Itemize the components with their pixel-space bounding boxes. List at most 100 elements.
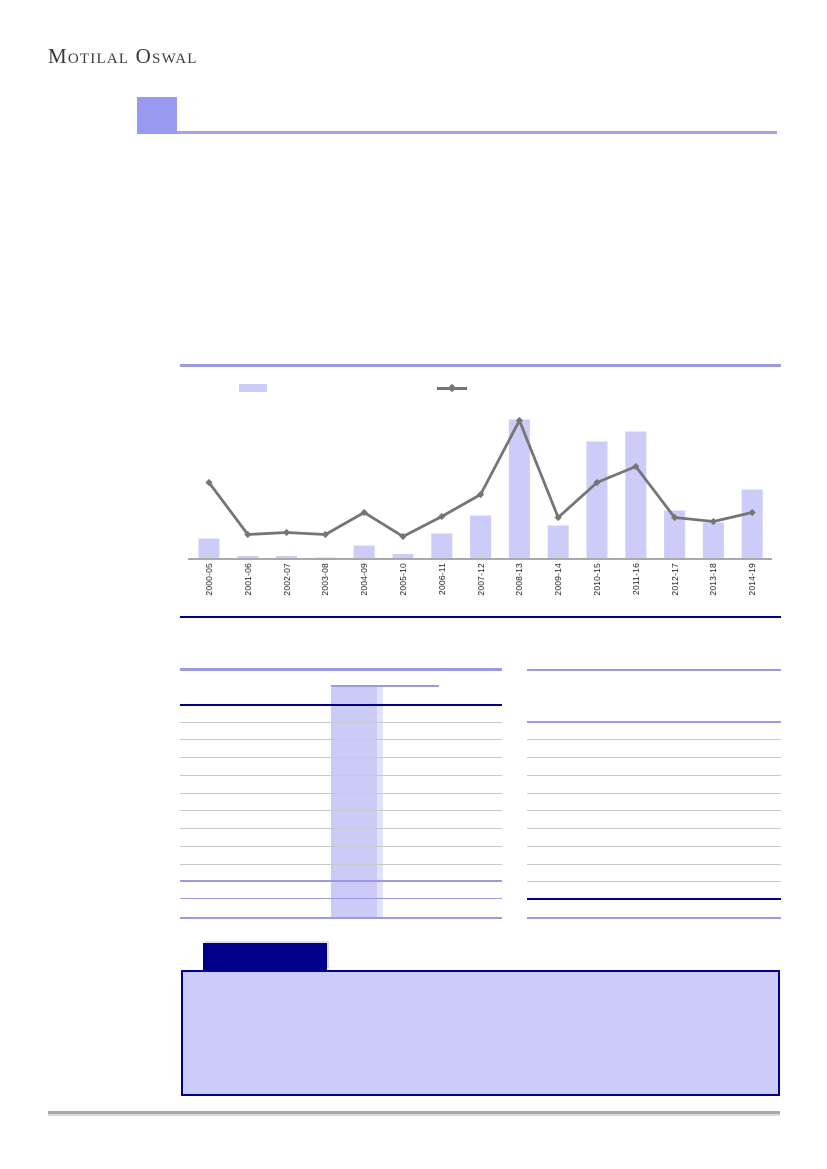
x-axis-label: 2013-18 [705, 563, 721, 615]
legend-bar-swatch [239, 384, 267, 392]
table-right-row-rule [527, 775, 781, 776]
line-marker-icon [554, 513, 562, 522]
x-axis-label: 2009-14 [550, 563, 566, 615]
table-right-row-rule [527, 881, 781, 882]
x-axis-label: 2000-05 [201, 563, 217, 615]
x-axis-label: 2001-06 [240, 563, 256, 615]
bar-2013-18 [702, 522, 724, 559]
bar-2000-05 [198, 538, 220, 559]
line-marker-icon [515, 416, 523, 425]
table-right-bottom-rule [527, 916, 781, 919]
table-right-top-rule [527, 668, 781, 671]
x-axis-label-text: 2012-17 [669, 563, 680, 596]
x-axis-label-text: 2013-18 [708, 563, 719, 596]
table-left-header-rule [180, 704, 502, 706]
bar-2010-15 [586, 441, 608, 559]
x-axis-label-text: 2007-12 [475, 563, 486, 596]
x-axis-label: 2004-09 [356, 563, 372, 615]
x-axis-label-text: 2003-08 [320, 563, 331, 596]
table-right-row-rule [527, 793, 781, 794]
line-marker-icon [283, 528, 291, 537]
line-marker-icon [593, 478, 601, 487]
x-axis-label: 2008-13 [511, 563, 527, 615]
table-right-row-rule [527, 739, 781, 740]
x-axis-label-text: 2009-14 [553, 563, 564, 596]
line-marker-icon [205, 478, 213, 487]
x-axis-label-text: 2011-16 [630, 563, 641, 595]
line-marker-icon [671, 513, 679, 522]
bar-2007-12 [470, 515, 492, 559]
chart-bottom-rule [180, 616, 781, 618]
table-left-row-rule [180, 757, 502, 758]
bar-2002-07 [276, 556, 298, 559]
x-axis-label-text: 2004-09 [359, 563, 370, 596]
table-right-row-rule [527, 810, 781, 811]
bar-2004-09 [353, 545, 375, 559]
x-axis-label: 2014-19 [744, 563, 760, 615]
x-axis-label: 2010-15 [589, 563, 605, 615]
bar-2012-17 [664, 510, 686, 559]
x-axis-label: 2005-10 [395, 563, 411, 615]
table-left-row-rule [180, 775, 502, 776]
table-left-subtotal-rule [180, 880, 502, 882]
x-axis-label-text: 2005-10 [398, 563, 408, 596]
table-left-row-rule [180, 793, 502, 794]
table-right-total-rule [527, 898, 781, 900]
bar-2005-10 [392, 554, 414, 559]
table-left-row-rule [180, 864, 502, 865]
x-axis-label-text: 2000-05 [204, 563, 214, 596]
line-marker-icon [477, 490, 485, 499]
x-axis-label-text: 2010-15 [592, 563, 602, 596]
x-axis-label: 2002-07 [279, 563, 295, 615]
line-marker-icon [399, 532, 407, 541]
bar-2009-14 [547, 525, 569, 559]
x-axis-label: 2007-12 [473, 563, 489, 615]
table-right-row-rule [527, 864, 781, 865]
bar-2011-16 [625, 431, 647, 559]
line-marker-icon [632, 462, 640, 471]
line-marker-icon [709, 517, 717, 526]
table-right-row-rule [527, 846, 781, 847]
line-marker-icon [360, 508, 368, 517]
table-left-bottom-rule [180, 916, 502, 919]
table-left-group-underline [331, 685, 439, 687]
page-footer-rule [48, 1111, 780, 1114]
line-marker-icon [748, 508, 756, 517]
bar-2001-06 [237, 556, 259, 559]
table-right-row-rule [527, 757, 781, 758]
x-axis-label: 2012-17 [667, 563, 683, 615]
bar-2006-11 [431, 533, 453, 559]
table-left-total-rule [180, 898, 502, 900]
table-right-header-rule [527, 721, 781, 723]
x-axis-label-text: 2014-19 [747, 563, 758, 596]
bar-2008-13 [508, 419, 530, 559]
x-axis-label: 2003-08 [317, 563, 333, 615]
x-axis-label-text: 2001-06 [242, 563, 253, 596]
section-header-rule [177, 131, 777, 134]
table-left-row-rule [180, 722, 502, 723]
x-axis-label: 2011-16 [628, 563, 644, 615]
chart-x-axis-line [188, 558, 772, 560]
section-header-square [137, 97, 177, 134]
table-left-row-rule [180, 739, 502, 740]
line-marker-icon [244, 530, 252, 539]
x-axis-label-text: 2002-07 [281, 563, 292, 596]
table-left-top-rule [180, 668, 502, 671]
table-left-row-rule [180, 846, 502, 847]
bar-2014-19 [741, 489, 763, 559]
table-right-row-rule [527, 828, 781, 829]
table-left-row-rule [180, 810, 502, 811]
combo-chart-plot [198, 416, 763, 559]
line-marker-icon [438, 512, 446, 521]
x-axis-label-text: 2006-11 [436, 563, 447, 595]
table-left-row-rule [180, 828, 502, 829]
note-panel [181, 970, 780, 1096]
x-axis-label-text: 2008-13 [514, 563, 525, 596]
x-axis-label: 2006-11 [434, 563, 450, 615]
table-left-highlighted-column [331, 685, 383, 918]
chart-top-rule [180, 364, 781, 367]
brand-logo: Motilal Oswal [48, 44, 198, 68]
legend-line-swatch [437, 387, 467, 390]
section-label-box [203, 943, 327, 970]
